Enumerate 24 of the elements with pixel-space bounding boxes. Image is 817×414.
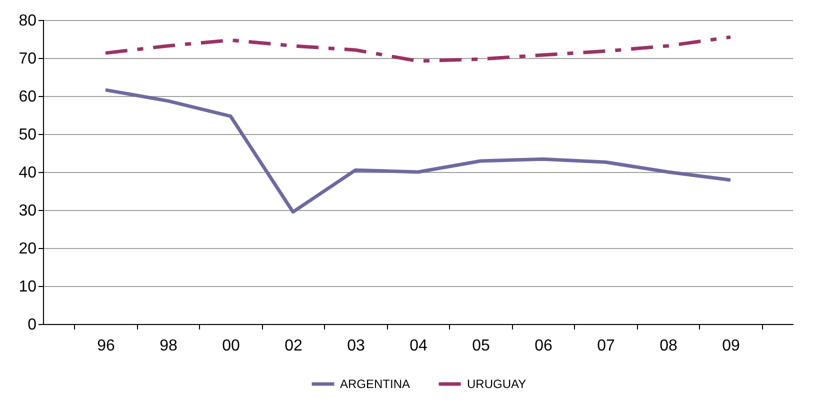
x-tick-label: 09 [722,338,740,354]
x-tick-label: 08 [660,338,678,354]
legend-label: URUGUAY [467,377,526,391]
x-tick-label: 98 [160,338,178,354]
y-tick-label: 50 [18,126,37,144]
legend-label: ARGENTINA [340,377,410,391]
line-series [104,88,732,214]
x-tick-label: 96 [97,338,115,354]
x-tick-label: 00 [222,338,240,354]
y-tick-label: 20 [18,240,37,258]
x-tick-label: 03 [347,338,365,354]
x-tick-label: 06 [534,338,552,354]
y-tick-label: 40 [18,164,37,182]
x-tick-label: 02 [284,338,302,354]
x-tick-label: 05 [472,338,490,354]
y-tick-label: 60 [18,88,37,106]
y-tick-label: 30 [18,202,37,220]
line-series [104,35,732,63]
y-tick-label: 80 [18,12,37,30]
x-tick-label: 07 [597,338,615,354]
y-tick-label: 10 [18,278,37,296]
y-tick-label: 0 [28,316,37,334]
x-tick-label: 04 [410,338,428,354]
y-tick-label: 70 [18,50,37,68]
